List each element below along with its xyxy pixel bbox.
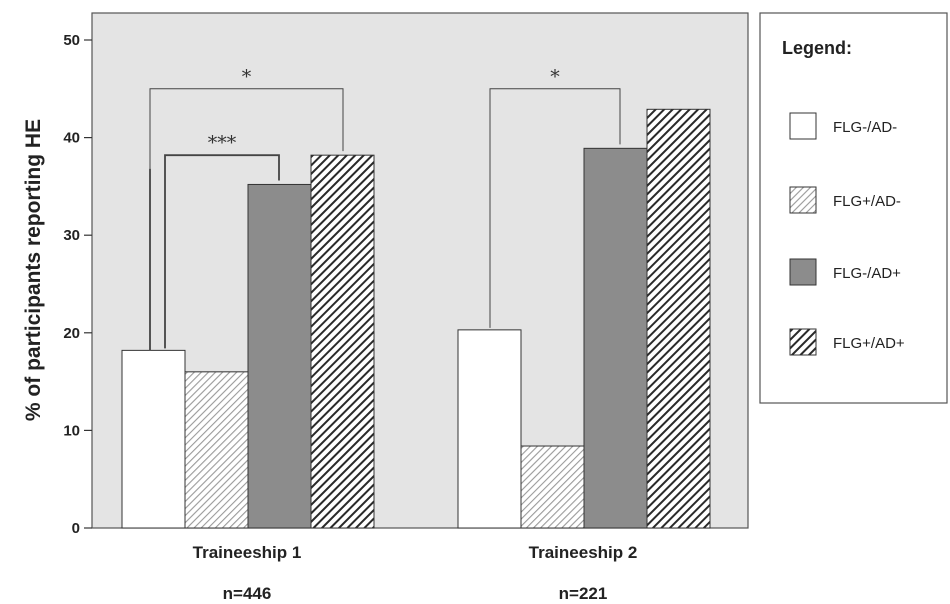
sample-size-label: n=221 bbox=[559, 584, 608, 603]
sample-size-label: n=446 bbox=[223, 584, 272, 603]
y-tick-label: 40 bbox=[63, 130, 80, 147]
bar bbox=[121, 349, 186, 529]
x-category-label: Traineeship 2 bbox=[529, 543, 638, 562]
bar bbox=[184, 371, 249, 529]
x-category-label: Traineeship 1 bbox=[193, 543, 302, 562]
significance-bracket bbox=[489, 88, 621, 328]
legend-swatch bbox=[789, 186, 817, 214]
significance-bracket bbox=[164, 154, 280, 349]
bar bbox=[583, 147, 648, 529]
significance-label: * bbox=[550, 66, 560, 88]
y-tick-label: 10 bbox=[63, 422, 80, 439]
significance-label: * bbox=[242, 66, 252, 88]
legend-label: FLG-/AD+ bbox=[833, 265, 901, 282]
significance-label: *** bbox=[208, 132, 237, 154]
legend-label: FLG-/AD- bbox=[833, 119, 897, 136]
legend-label: FLG+/AD- bbox=[833, 193, 901, 210]
legend: Legend: FLG-/AD- FLG+/AD- FLG-/AD+ FLG+/AD+ bbox=[759, 12, 948, 404]
bar bbox=[520, 445, 585, 529]
y-tick-label: 50 bbox=[63, 32, 80, 49]
legend-label: FLG+/AD+ bbox=[833, 335, 905, 352]
bar bbox=[310, 154, 375, 529]
bar bbox=[247, 183, 312, 529]
significance-brackets: ***** bbox=[149, 66, 621, 351]
y-tick-label: 20 bbox=[63, 325, 80, 342]
legend-swatch bbox=[789, 258, 817, 286]
bar bbox=[646, 108, 711, 529]
y-axis: 0 10 20 30 40 50 bbox=[63, 32, 92, 537]
x-axis: Traineeship 1 n=446 Traineeship 2 n=221 bbox=[193, 543, 638, 603]
legend-swatch bbox=[789, 328, 817, 356]
y-tick-label: 30 bbox=[63, 227, 80, 244]
bar bbox=[457, 329, 522, 529]
y-axis-label: % of participants reporting HE bbox=[22, 119, 45, 421]
legend-title: Legend: bbox=[782, 38, 852, 58]
y-tick-label: 0 bbox=[72, 520, 80, 537]
legend-swatch bbox=[789, 112, 817, 140]
bars bbox=[121, 108, 711, 529]
